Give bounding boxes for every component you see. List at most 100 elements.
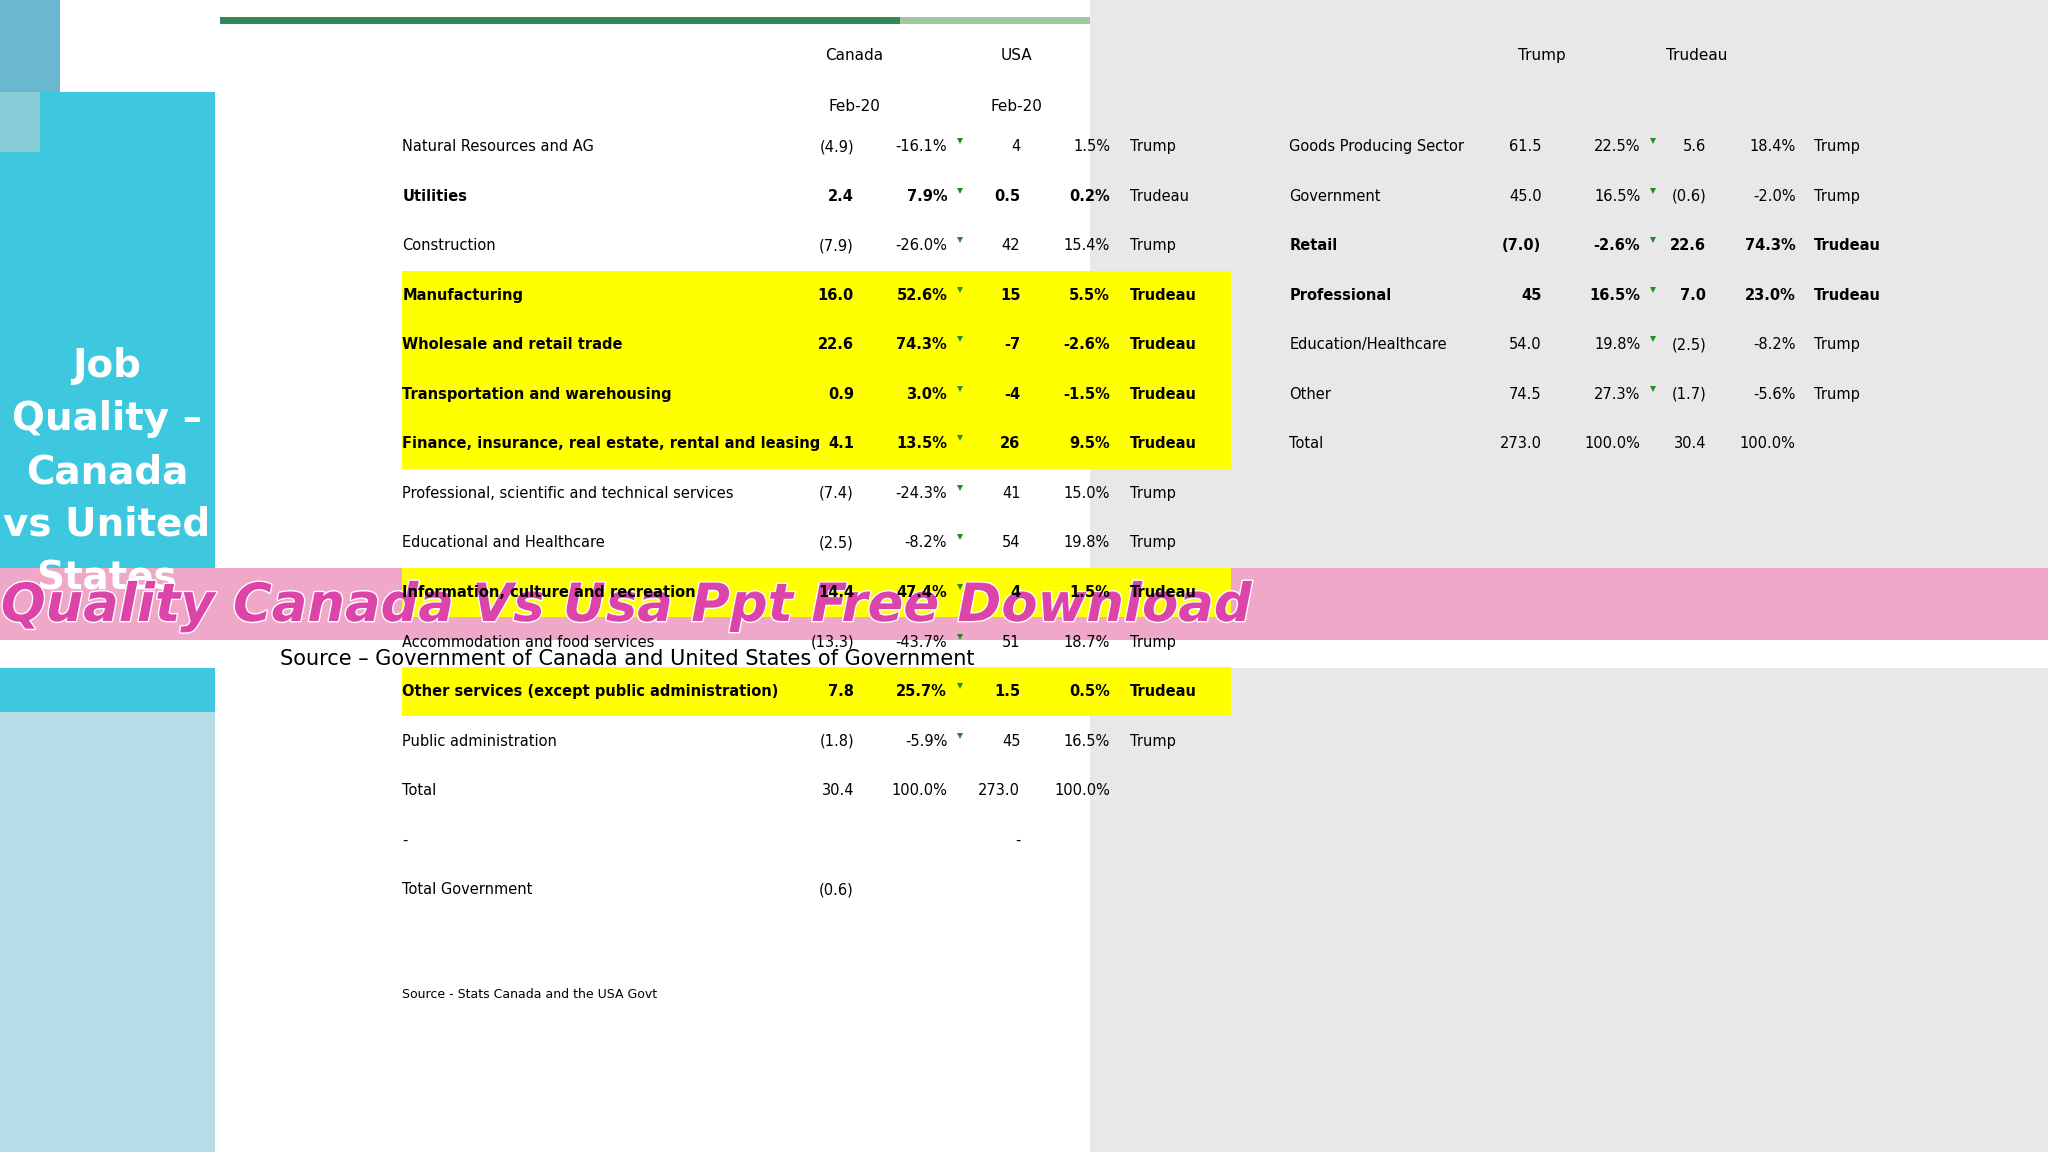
Text: 9.5%: 9.5% [1069,437,1110,452]
Text: 100.0%: 100.0% [891,783,946,798]
Text: Government: Government [1288,189,1380,204]
Text: 13.5%: 13.5% [897,437,946,452]
Bar [1090,0,2048,1152]
Text: -5.9%: -5.9% [905,734,946,749]
Text: 7.0: 7.0 [1679,288,1706,303]
Text: 42: 42 [1001,238,1020,253]
Text: Job Quality Canada Vs Usa Ppt Free Download: Job Quality Canada Vs Usa Ppt Free Downl… [0,579,1251,632]
Text: Wholesale and retail trade: Wholesale and retail trade [401,338,623,353]
Text: 15: 15 [999,288,1020,303]
Text: Trudeau: Trudeau [1130,288,1196,303]
Text: 45: 45 [1522,288,1542,303]
Text: (1.8): (1.8) [819,734,854,749]
Text: Information, culture and recreation: Information, culture and recreation [401,585,696,600]
Text: -7: -7 [1004,338,1020,353]
Text: Trump: Trump [1130,536,1176,551]
Text: 30.4: 30.4 [821,783,854,798]
Text: Other services (except public administration): Other services (except public administra… [401,684,778,699]
Text: Manufacturing: Manufacturing [401,288,524,303]
Text: Trudeau: Trudeau [1815,288,1880,303]
Text: 52.6%: 52.6% [897,288,946,303]
Text: 19.8%: 19.8% [1593,338,1640,353]
Text: 0.9: 0.9 [827,387,854,402]
Text: 54: 54 [1001,536,1020,551]
Text: USA: USA [1001,47,1032,62]
Text: 0.5%: 0.5% [1069,684,1110,699]
Text: 3.0%: 3.0% [907,387,946,402]
Text: Source - Stats Canada and the USA Govt: Source - Stats Canada and the USA Govt [401,987,657,1001]
Text: 45: 45 [1001,734,1020,749]
Text: Trudeau: Trudeau [1130,437,1196,452]
Text: 61.5: 61.5 [1509,139,1542,154]
Text: 2.4: 2.4 [827,189,854,204]
Bar [219,17,899,24]
Text: 7.9%: 7.9% [907,189,946,204]
Text: 1.5%: 1.5% [1073,139,1110,154]
Text: Trump: Trump [1130,238,1176,253]
Text: Trump: Trump [1130,139,1176,154]
Bar [0,641,2048,668]
Text: Professional: Professional [1288,288,1391,303]
Text: (0.6): (0.6) [819,882,854,897]
Text: 51: 51 [1001,635,1020,650]
Bar [0,568,2048,641]
Text: Total Government: Total Government [401,882,532,897]
Text: -2.6%: -2.6% [1593,238,1640,253]
Text: Retail: Retail [1288,238,1337,253]
Text: Goods Producing Sector: Goods Producing Sector [1288,139,1464,154]
Text: 273.0: 273.0 [1499,437,1542,452]
Text: 273.0: 273.0 [979,783,1020,798]
Text: -: - [1016,833,1020,848]
Text: Feb-20: Feb-20 [827,99,881,114]
Text: (2.5): (2.5) [819,536,854,551]
Text: 15.0%: 15.0% [1063,486,1110,501]
Text: 27.3%: 27.3% [1593,387,1640,402]
Text: Job
Quality –
Canada
vs United
States: Job Quality – Canada vs United States [4,347,211,597]
Text: Trump: Trump [1815,189,1860,204]
Bar [0,0,59,92]
Text: (1.7): (1.7) [1671,387,1706,402]
Text: 19.8%: 19.8% [1063,536,1110,551]
Text: 30.4: 30.4 [1673,437,1706,452]
Text: 1.5%: 1.5% [1069,585,1110,600]
Bar [0,712,215,1152]
Text: -26.0%: -26.0% [895,238,946,253]
Text: -4: -4 [1004,387,1020,402]
Text: -1.5%: -1.5% [1063,387,1110,402]
Bar [0,0,1090,1152]
Text: -24.3%: -24.3% [895,486,946,501]
Text: Professional, scientific and technical services: Professional, scientific and technical s… [401,486,733,501]
Bar [401,667,1231,717]
Bar [401,419,1231,469]
Text: Trudeau: Trudeau [1130,189,1190,204]
Text: (0.6): (0.6) [1671,189,1706,204]
Text: Trump: Trump [1518,47,1565,62]
Bar [0,92,41,152]
Text: -8.2%: -8.2% [905,536,946,551]
Text: Trump: Trump [1130,635,1176,650]
Text: 14.4: 14.4 [817,585,854,600]
Text: Public administration: Public administration [401,734,557,749]
Text: Total: Total [401,783,436,798]
Text: 16.5%: 16.5% [1589,288,1640,303]
Text: 23.0%: 23.0% [1745,288,1796,303]
Text: 22.5%: 22.5% [1593,139,1640,154]
Text: -43.7%: -43.7% [895,635,946,650]
Text: 47.4%: 47.4% [897,585,946,600]
Text: Trudeau: Trudeau [1130,585,1196,600]
Text: 22.6: 22.6 [817,338,854,353]
Text: Construction: Construction [401,238,496,253]
Text: (7.0): (7.0) [1503,238,1542,253]
Text: Total: Total [1288,437,1323,452]
Text: 18.4%: 18.4% [1749,139,1796,154]
Text: 25.7%: 25.7% [897,684,946,699]
Text: 0.2%: 0.2% [1069,189,1110,204]
Text: Source – Government of Canada and United States of Government: Source – Government of Canada and United… [281,649,975,669]
Text: Finance, insurance, real estate, rental and leasing: Finance, insurance, real estate, rental … [401,437,821,452]
Text: 1.5: 1.5 [993,684,1020,699]
Bar [401,320,1231,370]
Text: 74.5: 74.5 [1509,387,1542,402]
Text: 54.0: 54.0 [1509,338,1542,353]
Text: 4: 4 [1010,585,1020,600]
Bar [401,370,1231,419]
